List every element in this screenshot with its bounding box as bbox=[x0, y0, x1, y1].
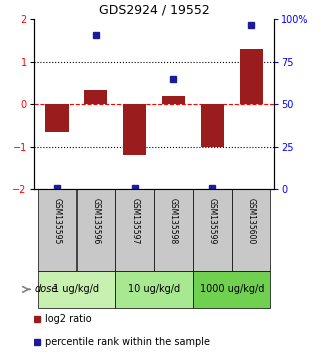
Text: GSM135596: GSM135596 bbox=[91, 198, 100, 244]
Text: GSM135597: GSM135597 bbox=[130, 198, 139, 244]
Bar bbox=[162, 96, 185, 104]
Bar bbox=[201, 104, 224, 147]
Bar bbox=[232, 189, 270, 271]
Bar bbox=[84, 90, 108, 104]
Bar bbox=[116, 189, 154, 271]
Title: GDS2924 / 19552: GDS2924 / 19552 bbox=[99, 4, 210, 17]
Text: 10 ug/kg/d: 10 ug/kg/d bbox=[128, 284, 180, 295]
Text: GSM135600: GSM135600 bbox=[247, 198, 256, 244]
Bar bbox=[116, 271, 193, 308]
Text: 1 ug/kg/d: 1 ug/kg/d bbox=[53, 284, 100, 295]
Text: GSM135599: GSM135599 bbox=[208, 198, 217, 244]
Text: GSM135595: GSM135595 bbox=[53, 198, 62, 244]
Text: GSM135598: GSM135598 bbox=[169, 198, 178, 244]
Bar bbox=[193, 271, 270, 308]
Bar bbox=[38, 189, 76, 271]
Text: percentile rank within the sample: percentile rank within the sample bbox=[45, 337, 210, 348]
Text: log2 ratio: log2 ratio bbox=[45, 314, 91, 325]
Text: 1000 ug/kg/d: 1000 ug/kg/d bbox=[200, 284, 264, 295]
Text: dose: dose bbox=[34, 284, 58, 295]
Bar bbox=[45, 104, 69, 132]
Bar bbox=[123, 104, 146, 155]
Bar bbox=[154, 189, 193, 271]
Bar bbox=[193, 189, 231, 271]
Bar bbox=[77, 189, 115, 271]
Bar bbox=[38, 271, 115, 308]
Bar bbox=[239, 49, 263, 104]
